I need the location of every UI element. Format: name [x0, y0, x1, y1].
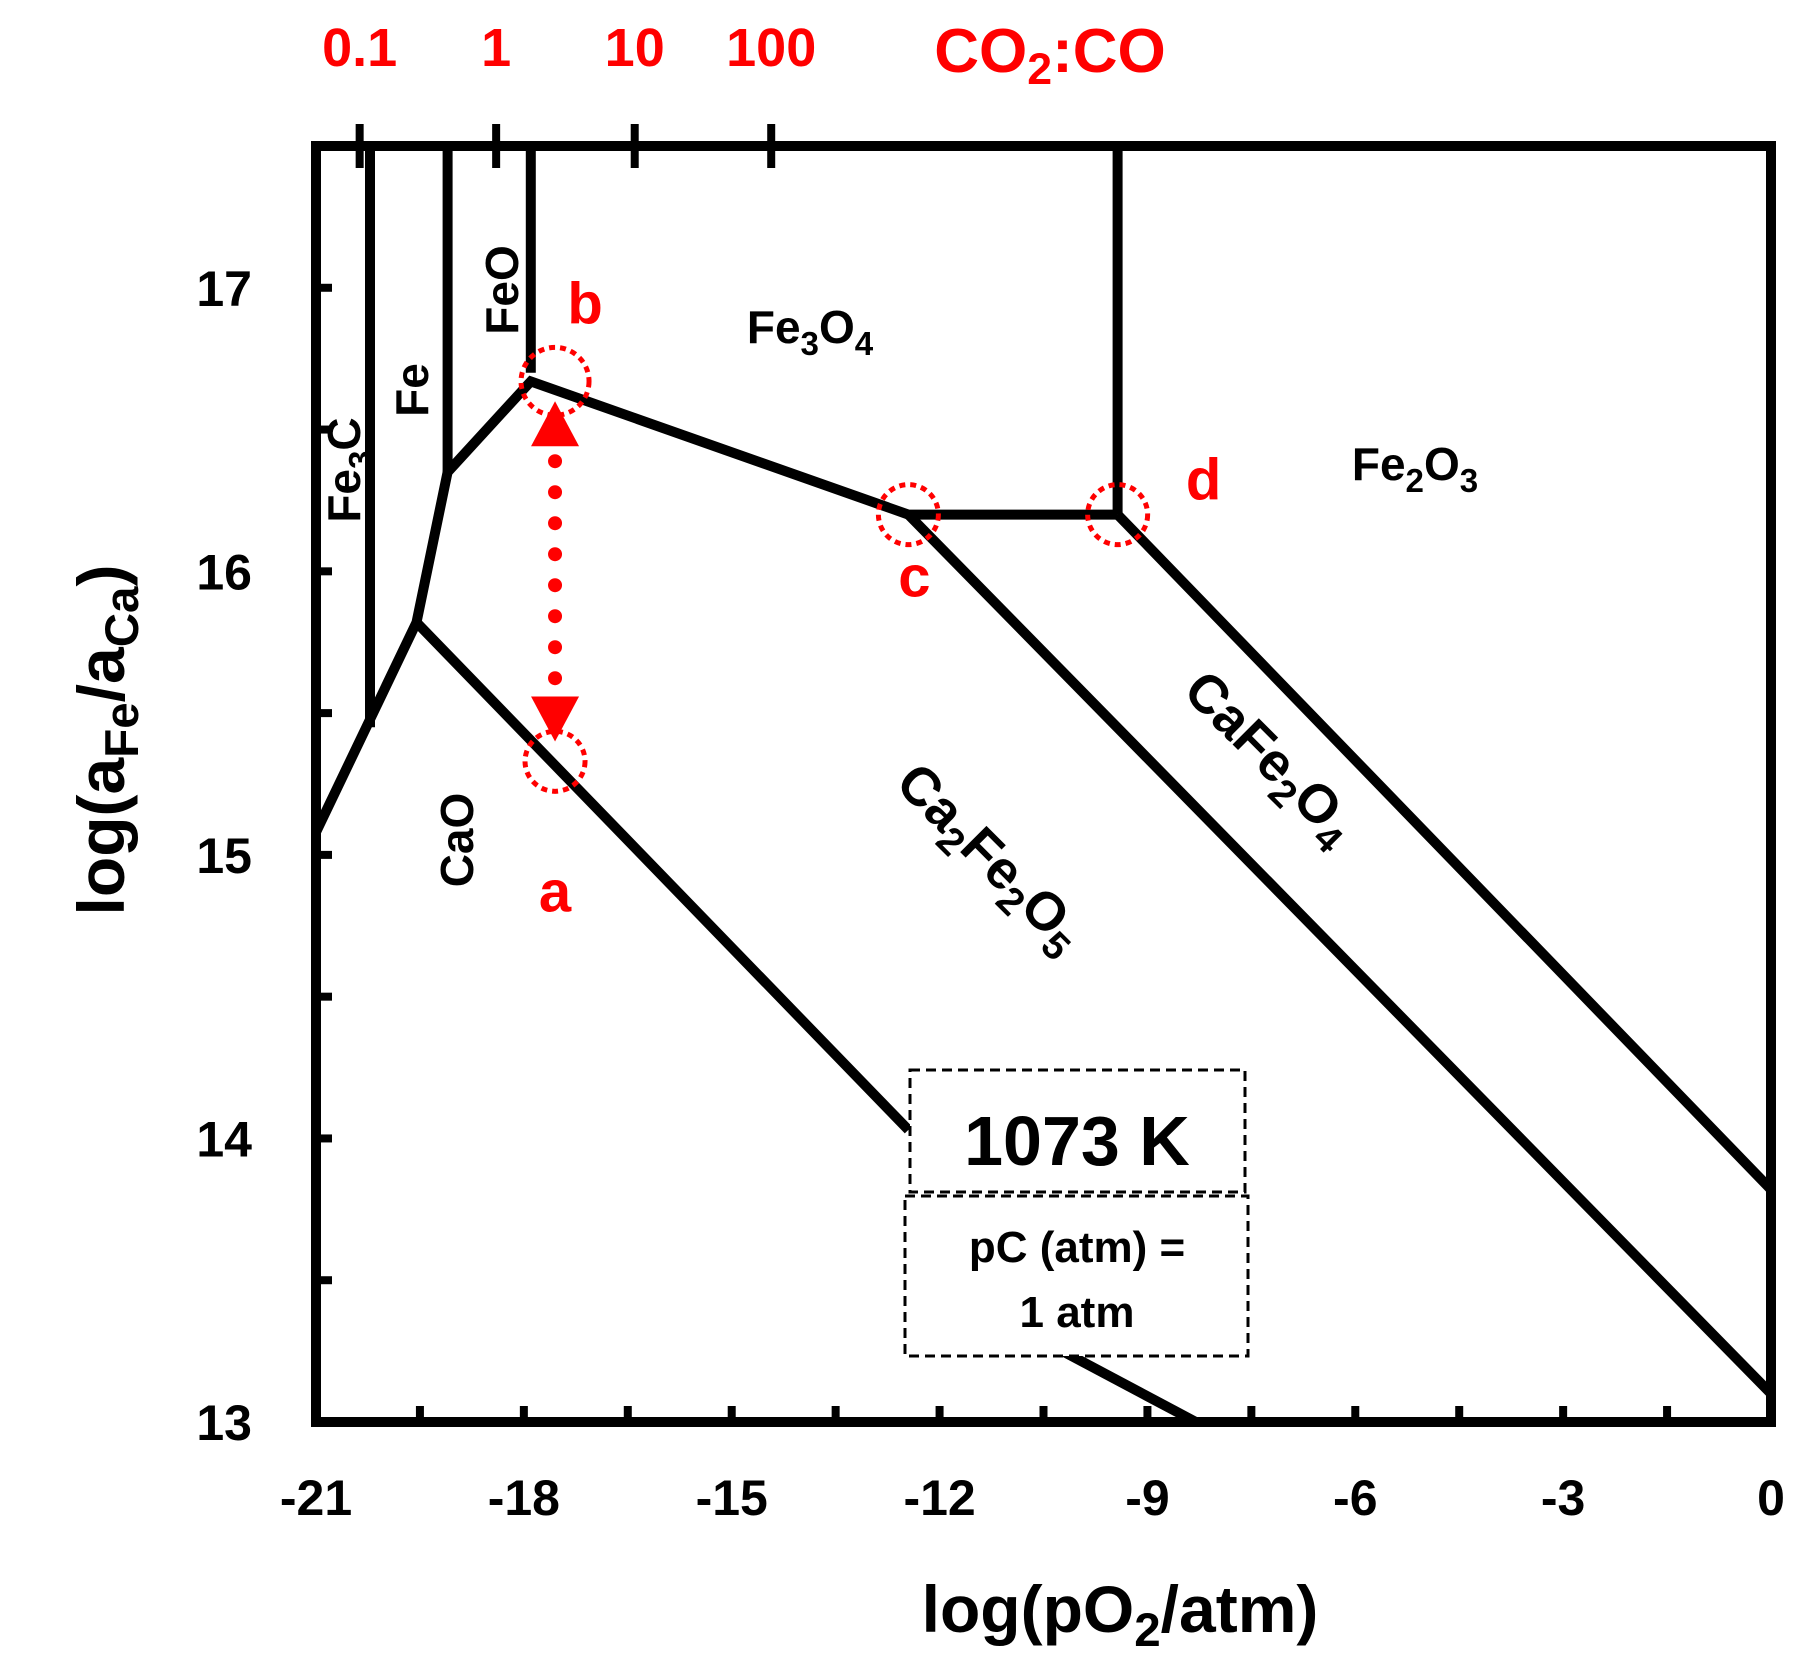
- x-axis-title: log(pO2/atm): [922, 1572, 1319, 1657]
- x-tick-label-4: -9: [1125, 1470, 1169, 1526]
- arrow-head-down: [531, 696, 580, 742]
- y-tick-label-0: 13: [196, 1395, 252, 1451]
- y-axis-title-sub2: Ca: [96, 586, 149, 647]
- axis-tick-labels: -21 -18 -15 -12 -9 -6 -3 0 13 14 15 16 17 0.1 1 10 100: [196, 18, 1785, 1526]
- marker-label-c: c: [898, 545, 930, 610]
- phase-label-fe2o3: Fe2O3: [1352, 438, 1478, 500]
- y-axis-title-part2: /a: [64, 646, 138, 702]
- fe2o3-sub2: 3: [1460, 463, 1478, 500]
- fe3o4-sub2: 4: [855, 326, 874, 363]
- fe3c-part2: C: [318, 417, 370, 450]
- top-axis-title-part2: :CO: [1052, 17, 1166, 86]
- phase-boundaries: [311, 146, 1775, 1427]
- phase-label-feo: FeO: [476, 245, 528, 334]
- top-tick-label-2: 10: [605, 18, 665, 78]
- phase-boundary-5: [412, 618, 912, 1134]
- arrow-dot-3: [548, 547, 563, 562]
- x-tick-label-1: -18: [488, 1470, 560, 1526]
- phase-label-fe3c: Fe3C: [318, 417, 380, 522]
- y-axis-title-part3: ): [64, 565, 138, 587]
- marker-circle-a: [522, 728, 588, 794]
- pressure-box-line1: pC (atm) =: [969, 1223, 1185, 1272]
- arrow-dot-7: [548, 671, 563, 686]
- y-tick-label-1: 14: [196, 1111, 252, 1167]
- pressure-box: [903, 1194, 1250, 1358]
- pressure-box-line2: 1 atm: [1020, 1288, 1135, 1337]
- phase-boundary-7: [904, 511, 1775, 1398]
- red-dotted-arrow: [531, 401, 580, 742]
- arrow-dot-4: [548, 578, 563, 593]
- marker-circle-b: [518, 344, 592, 418]
- fe2o3-part2: O: [1424, 438, 1460, 490]
- arrow-head-up: [531, 401, 580, 447]
- x-tick-label-2: -15: [696, 1470, 768, 1526]
- axis-ticks: [312, 124, 1775, 1426]
- y-tick-label-3: 16: [196, 544, 252, 600]
- fe2o3-sub1: 2: [1406, 463, 1424, 500]
- arrow-dot-5: [548, 609, 563, 624]
- fe3c-part1: Fe: [318, 469, 370, 523]
- y-axis-title-part1: log(a: [64, 756, 138, 915]
- top-tick-label-3: 100: [726, 18, 816, 78]
- phase-label-cao: CaO: [431, 793, 483, 888]
- fe3o4-part2: O: [819, 301, 855, 353]
- temperature-box-title: 1073 K: [964, 1102, 1190, 1180]
- arrow-dot-2: [548, 516, 563, 531]
- top-axis-title-sub: 2: [1027, 45, 1052, 94]
- phase-label-cafe2o4: CaFe2O4: [1166, 659, 1369, 862]
- temperature-box-top: [908, 1068, 1247, 1194]
- x-tick-label-3: -12: [903, 1470, 975, 1526]
- phase-label-fe: Fe: [386, 363, 438, 417]
- y-axis-title: log(aFe/aCa): [64, 565, 149, 916]
- y-tick-label-4: 17: [196, 261, 252, 317]
- temperature-box: 1073 K pC (atm) = 1 atm: [903, 1068, 1250, 1358]
- phase-label-ca2fe2o5: Ca2Fe2O5: [879, 752, 1097, 970]
- marker-label-d: d: [1186, 448, 1221, 513]
- x-axis-title-sub: 2: [1134, 1604, 1160, 1657]
- marker-circle-c: [875, 482, 941, 548]
- marker-circle-d: [1085, 482, 1151, 548]
- phase-boundary-4: [311, 375, 1118, 835]
- phase-boundary-8: [1114, 511, 1775, 1193]
- top-axis-title-part1: CO: [934, 17, 1027, 86]
- x-axis-title-part1: log(pO: [922, 1572, 1135, 1646]
- fe2o3-part1: Fe: [1352, 438, 1406, 490]
- fe3c-sub: 3: [343, 451, 380, 469]
- x-tick-label-5: -6: [1333, 1470, 1377, 1526]
- fe3o4-part1: Fe: [747, 301, 801, 353]
- phase-label-fe3o4: Fe3O4: [747, 301, 874, 363]
- top-tick-label-1: 1: [481, 18, 511, 78]
- x-tick-label-7: 0: [1757, 1470, 1785, 1526]
- x-tick-label-6: -3: [1541, 1470, 1585, 1526]
- arrow-dot-0: [548, 454, 563, 469]
- y-tick-label-2: 15: [196, 828, 252, 884]
- marker-label-a: a: [539, 859, 572, 924]
- x-axis-title-part2: /atm): [1161, 1572, 1319, 1646]
- y-axis-title-sub1: Fe: [96, 702, 149, 757]
- x-tick-label-0: -21: [280, 1470, 352, 1526]
- marker-label-b: b: [567, 271, 602, 336]
- red-markers: a b c d: [518, 271, 1221, 924]
- arrow-dot-1: [548, 485, 563, 500]
- top-tick-label-0: 0.1: [322, 18, 397, 78]
- arrow-dot-6: [548, 640, 563, 655]
- fe3o4-sub1: 3: [801, 326, 819, 363]
- top-axis-title: CO2:CO: [934, 17, 1165, 94]
